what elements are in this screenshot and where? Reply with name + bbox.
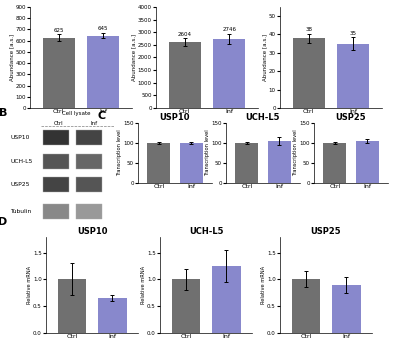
Bar	[235, 143, 258, 182]
Bar	[213, 38, 245, 108]
Text: UCH-L5: UCH-L5	[10, 159, 33, 164]
Text: USP25: USP25	[10, 182, 30, 187]
Text: Cell lysate: Cell lysate	[62, 110, 91, 116]
Y-axis label: Transcription level: Transcription level	[293, 129, 298, 176]
Text: Inf: Inf	[90, 121, 98, 126]
Bar	[58, 279, 86, 333]
Title: USP10: USP10	[160, 113, 190, 122]
Y-axis label: Transcription level: Transcription level	[205, 129, 210, 176]
Bar	[267, 192, 290, 217]
Y-axis label: Abundance [a.s.]: Abundance [a.s.]	[9, 34, 14, 81]
Bar	[322, 192, 345, 217]
Y-axis label: Relative mRNA: Relative mRNA	[27, 265, 32, 304]
Bar	[76, 177, 102, 192]
Text: 38: 38	[305, 27, 312, 32]
Bar	[43, 38, 75, 108]
Bar	[337, 44, 369, 108]
Y-axis label: Relative mRNA: Relative mRNA	[141, 265, 146, 304]
Bar	[76, 130, 102, 145]
Title: USP25: USP25	[311, 227, 341, 236]
Bar	[147, 143, 170, 182]
Title: USP25: USP25	[336, 113, 366, 122]
Bar	[293, 38, 325, 108]
Text: 2604: 2604	[178, 32, 192, 37]
Text: 625: 625	[54, 28, 64, 33]
Title: UCH-L5: UCH-L5	[246, 113, 280, 122]
Bar	[179, 192, 202, 217]
Bar	[356, 141, 379, 182]
Bar	[169, 42, 201, 108]
Bar	[180, 143, 203, 182]
Y-axis label: Abundance [a.s.]: Abundance [a.s.]	[132, 34, 136, 81]
Text: D: D	[0, 217, 8, 227]
Text: Ctrl: Ctrl	[54, 121, 64, 126]
Text: Tubulin: Tubulin	[10, 209, 32, 214]
Title: USP10: USP10	[77, 227, 107, 236]
Y-axis label: Relative mRNA: Relative mRNA	[261, 265, 266, 304]
Bar	[87, 36, 119, 108]
Bar	[76, 154, 102, 169]
Y-axis label: Abundance [a.s.]: Abundance [a.s.]	[262, 34, 268, 81]
Bar	[323, 143, 346, 182]
Title: UCH-L5: UCH-L5	[189, 227, 223, 236]
Text: 2746: 2746	[222, 27, 236, 32]
Bar	[332, 285, 360, 333]
Bar	[233, 192, 257, 217]
Bar	[43, 177, 69, 192]
Bar	[76, 204, 102, 219]
Bar	[43, 154, 69, 169]
Bar	[98, 298, 126, 333]
Y-axis label: Transcription level: Transcription level	[117, 129, 122, 176]
Bar	[292, 279, 320, 333]
Bar	[212, 266, 240, 333]
Bar	[355, 192, 378, 217]
Bar	[43, 130, 69, 145]
Bar	[268, 141, 291, 182]
Bar	[172, 279, 200, 333]
Bar	[146, 192, 169, 217]
Text: C: C	[97, 111, 106, 121]
Text: B: B	[0, 108, 7, 118]
Text: 35: 35	[350, 31, 357, 36]
Text: 645: 645	[98, 26, 108, 31]
Bar	[43, 204, 69, 219]
Text: USP10: USP10	[10, 135, 30, 140]
